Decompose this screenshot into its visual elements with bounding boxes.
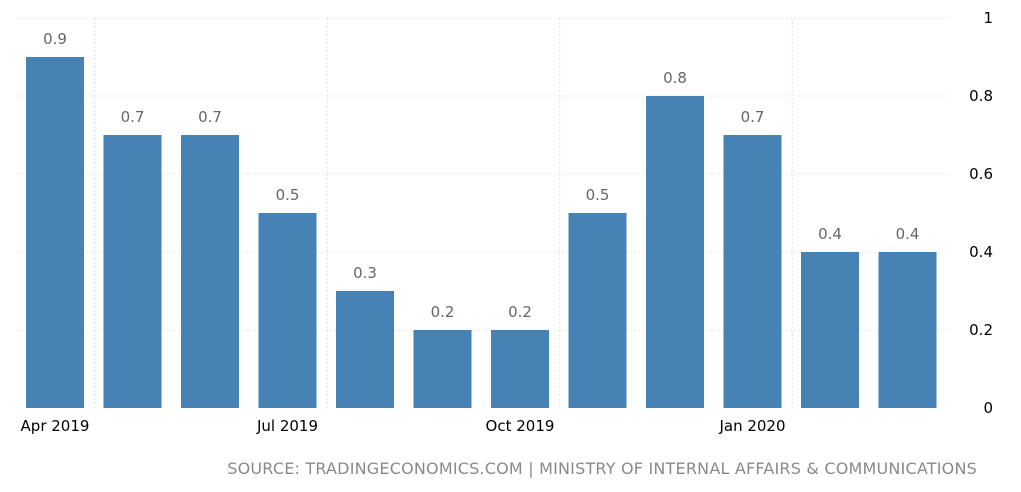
bar-value-label: 0.7 [198, 108, 222, 126]
source-note: SOURCE: TRADINGECONOMICS.COM | MINISTRY … [227, 459, 977, 478]
bar [336, 291, 394, 408]
bar [801, 252, 859, 408]
bar-value-label: 0.7 [121, 108, 145, 126]
bar-value-label: 0.5 [586, 186, 610, 204]
bar [26, 57, 84, 408]
bar [491, 330, 549, 408]
bar-value-label: 0.5 [276, 186, 300, 204]
y-tick-label: 0.2 [969, 321, 993, 339]
bar-value-label: 0.4 [818, 225, 842, 243]
y-tick-label: 0.6 [969, 165, 993, 183]
bar [878, 252, 937, 408]
x-axis-ticks: Apr 2019 Jul 2019 Oct 2019 Jan 2020 [21, 417, 786, 435]
bar [646, 96, 704, 408]
bar [413, 330, 472, 408]
bar-value-label: 0.2 [431, 303, 455, 321]
bar [568, 213, 627, 408]
bar-value-label: 0.8 [663, 69, 687, 87]
x-tick-label: Oct 2019 [486, 417, 555, 435]
bar [181, 135, 239, 408]
bar-value-label: 0.9 [43, 30, 67, 48]
gridlines [18, 17, 950, 408]
bar-value-label: 0.2 [508, 303, 532, 321]
bar-value-label: 0.7 [741, 108, 765, 126]
bars [26, 57, 937, 408]
bar [258, 213, 317, 408]
bar [723, 135, 782, 408]
y-tick-label: 0 [983, 399, 993, 417]
bar-value-label: 0.4 [896, 225, 920, 243]
x-tick-label: Jul 2019 [256, 417, 318, 435]
y-tick-label: 0.4 [969, 243, 993, 261]
y-tick-label: 1 [983, 9, 993, 27]
y-axis-ticks: 0 0.2 0.4 0.6 0.8 1 [969, 9, 993, 417]
value-labels: 0.9 0.7 0.7 0.5 0.3 0.2 0.2 0.5 0.8 0.7 0.4 0.4 [43, 30, 919, 321]
y-tick-label: 0.8 [969, 87, 993, 105]
x-tick-label: Apr 2019 [21, 417, 90, 435]
x-tick-label: Jan 2020 [718, 417, 785, 435]
bar-value-label: 0.3 [353, 264, 377, 282]
bar [103, 135, 162, 408]
